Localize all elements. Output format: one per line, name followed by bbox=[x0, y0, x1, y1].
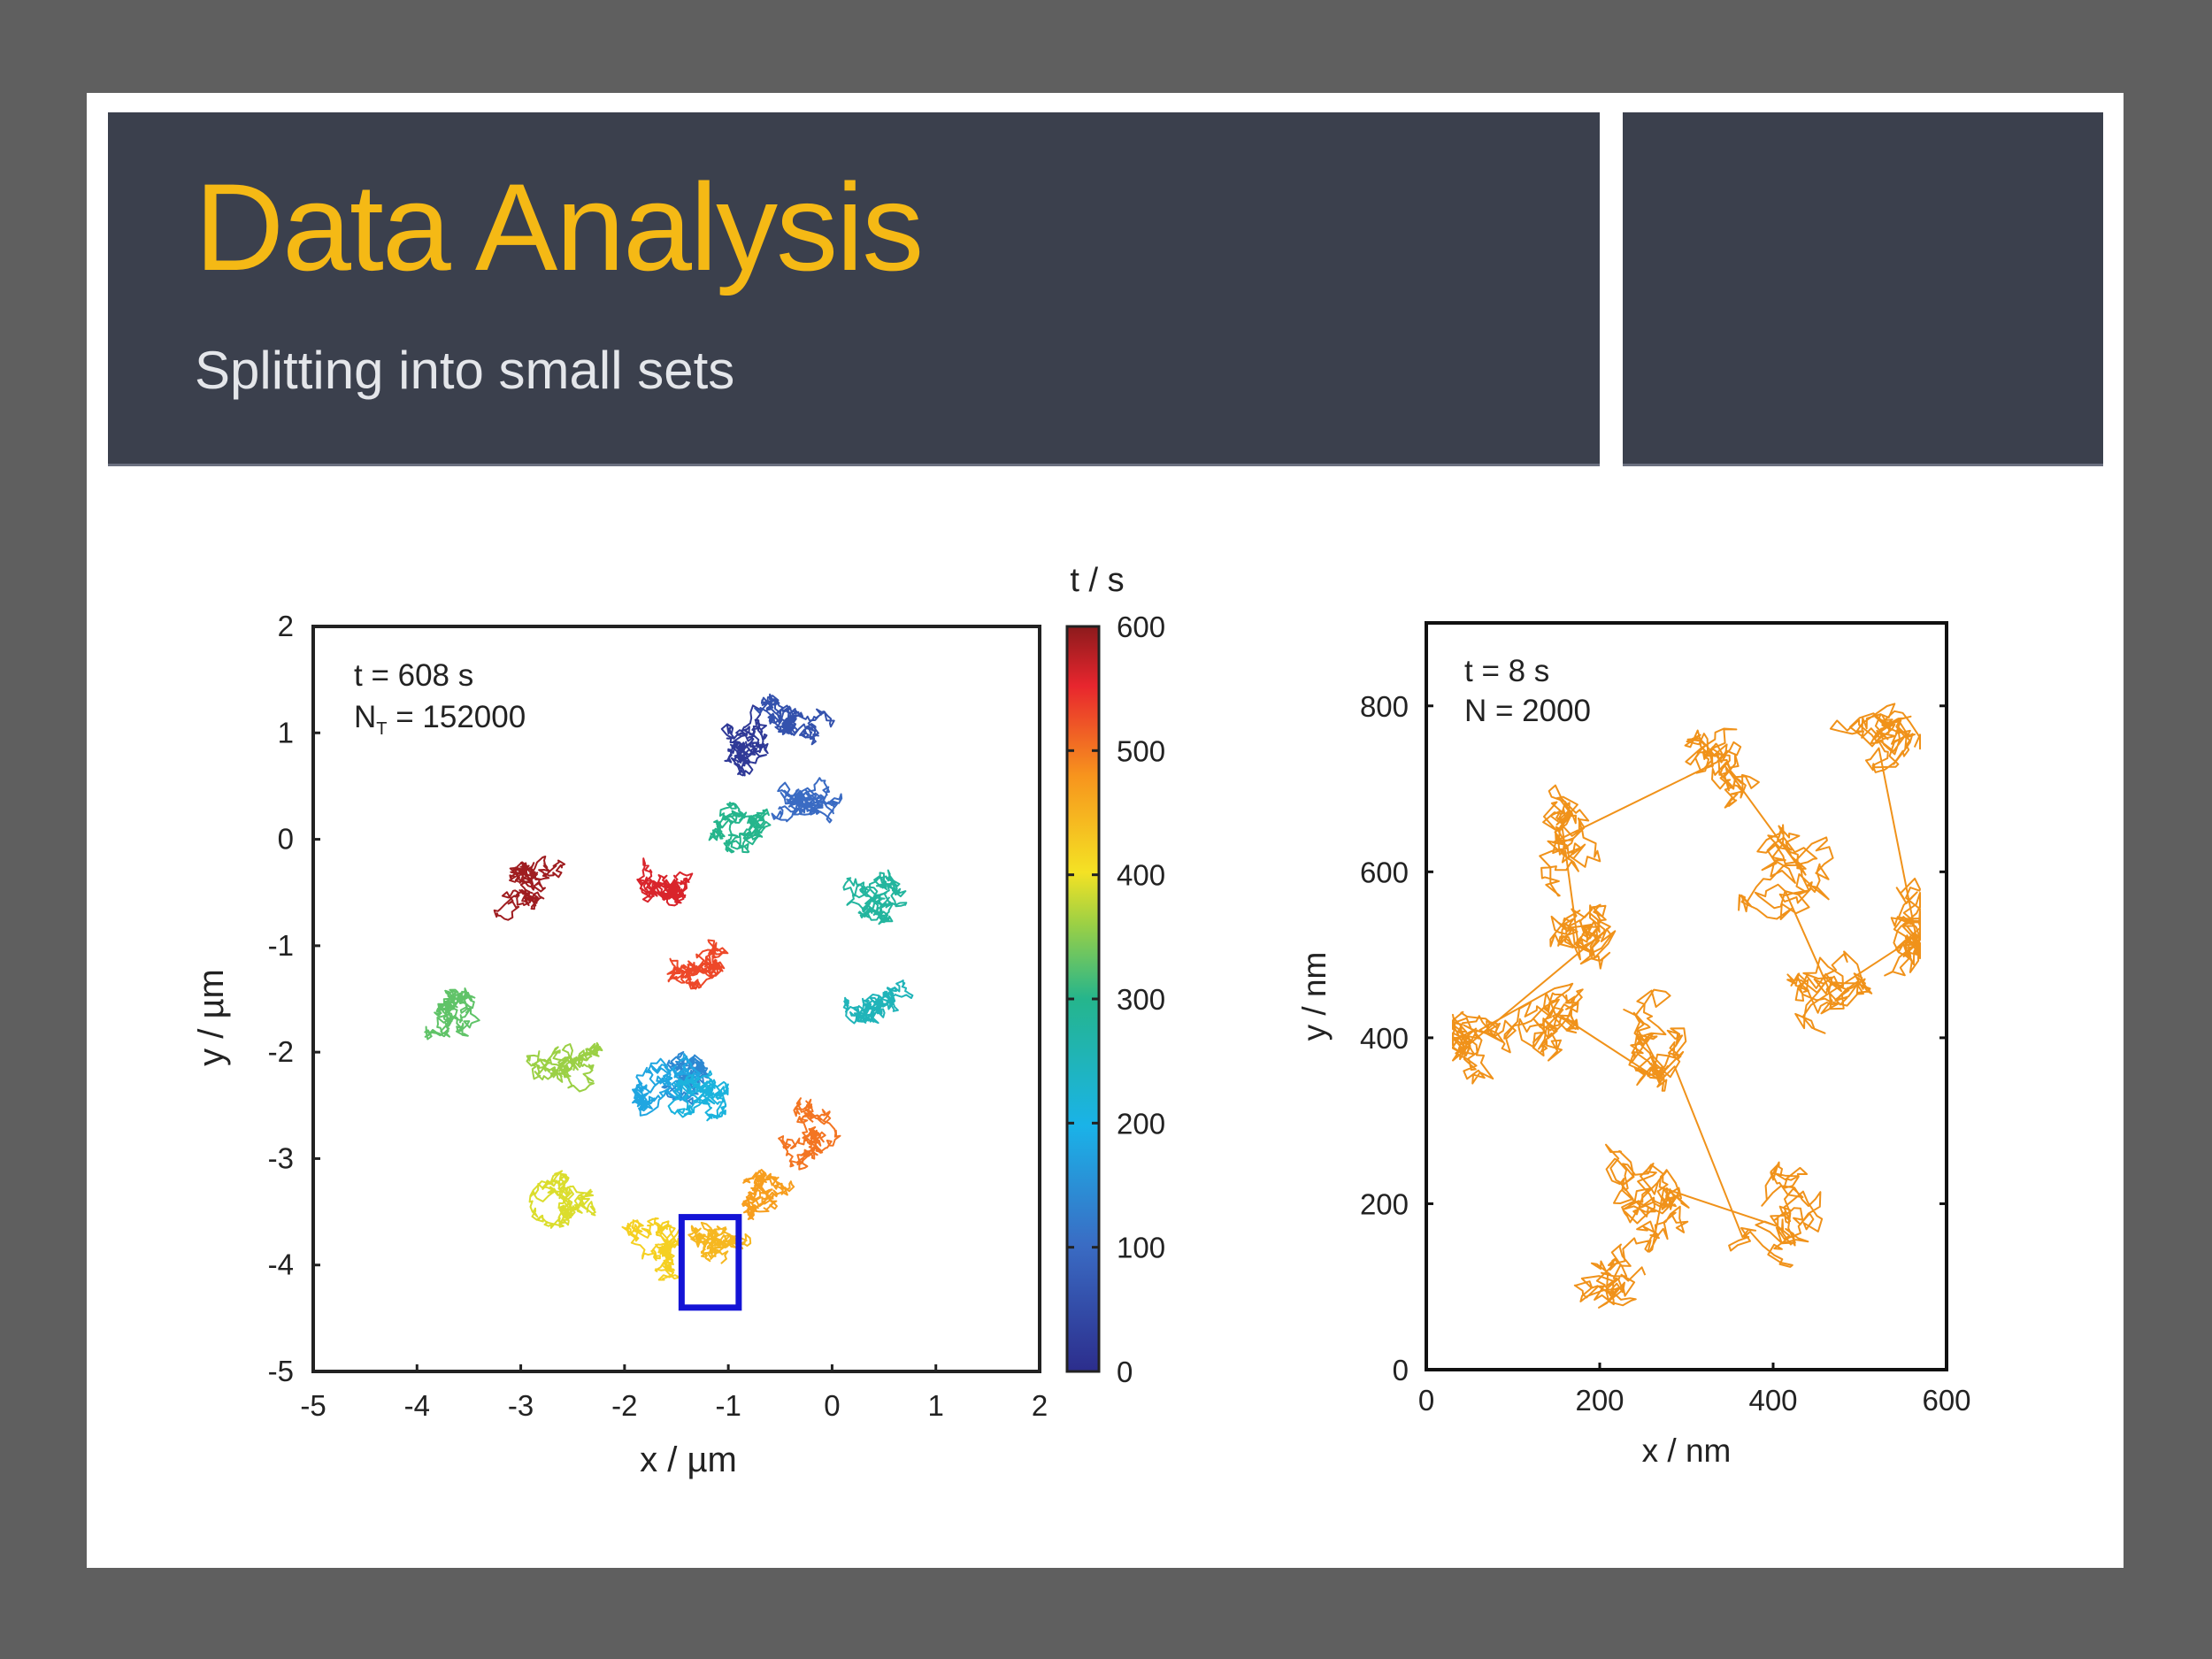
trajectory-segment-12 bbox=[621, 1217, 683, 1281]
x-tick-label: 200 bbox=[1575, 1384, 1624, 1417]
colorbar-tick-label: 400 bbox=[1117, 859, 1165, 892]
trajectory-segment-7 bbox=[842, 869, 908, 926]
x-tick-label: -4 bbox=[404, 1389, 430, 1422]
x-tick-label: 400 bbox=[1748, 1384, 1797, 1417]
x-tick-label: 0 bbox=[1418, 1384, 1434, 1417]
trajectory-segment-8 bbox=[708, 802, 772, 854]
x-tick-label: 2 bbox=[1032, 1389, 1048, 1422]
x-tick-label: -5 bbox=[300, 1389, 326, 1422]
y-tick-label: -3 bbox=[268, 1141, 294, 1174]
colorbar-tick-label: 200 bbox=[1117, 1107, 1165, 1140]
trajectory-traces bbox=[424, 693, 914, 1281]
slide-title: Data Analysis bbox=[195, 157, 924, 296]
axis-ticks: -5 -4 -3 -2 -1 0 1 2 2 1 0 -1 -2 -3 -4 -5 bbox=[268, 610, 1048, 1422]
trajectory-segment-16 bbox=[666, 939, 729, 990]
y-tick-label: -2 bbox=[268, 1035, 294, 1068]
colorbar-tick-label: 500 bbox=[1117, 734, 1165, 767]
x-tick-label: 600 bbox=[1922, 1384, 1970, 1417]
x-tick-label: 1 bbox=[928, 1389, 944, 1422]
y-tick-label: -5 bbox=[268, 1355, 294, 1387]
annotation-count: NT = 152000 bbox=[354, 700, 526, 739]
trajectory-chart-left: -5 -4 -3 -2 -1 0 1 2 2 1 0 -1 -2 -3 -4 -5 t = 608 s NT … bbox=[192, 610, 1048, 1479]
trajectory-segment-6 bbox=[842, 979, 914, 1025]
y-tick-label: 0 bbox=[278, 823, 294, 856]
trajectory-segment-15 bbox=[778, 1097, 841, 1171]
y-tick-label: 600 bbox=[1360, 856, 1409, 888]
colorbar-tick-label: 300 bbox=[1117, 983, 1165, 1016]
trajectory-segment-2 bbox=[771, 777, 843, 824]
y-axis-label: y / µm bbox=[192, 969, 231, 1066]
y-tick-label: -1 bbox=[268, 929, 294, 962]
trajectory-segment-11 bbox=[528, 1170, 596, 1229]
trajectory-segment-14 bbox=[741, 1169, 795, 1220]
x-axis-label: x / nm bbox=[1642, 1432, 1732, 1469]
trajectory-segment-10 bbox=[526, 1041, 603, 1093]
y-tick-label: 800 bbox=[1360, 690, 1409, 723]
y-tick-label: 2 bbox=[278, 610, 294, 642]
plot-frame bbox=[1425, 621, 1948, 1371]
trajectory-segment-0 bbox=[720, 704, 769, 777]
trajectory-zoom-line bbox=[1452, 703, 1921, 1309]
annotation-time: t = 8 s bbox=[1464, 654, 1549, 688]
trajectory-segment-17 bbox=[636, 857, 694, 907]
y-tick-label: 200 bbox=[1360, 1187, 1409, 1220]
x-tick-label: 0 bbox=[824, 1389, 840, 1422]
trajectory-trace-zoom bbox=[1452, 703, 1921, 1309]
y-tick-label: -4 bbox=[268, 1248, 294, 1281]
colorbar-tick-label: 100 bbox=[1117, 1232, 1165, 1264]
trajectory-segment-1 bbox=[754, 693, 835, 746]
trajectory-segment-13 bbox=[687, 1221, 752, 1264]
colorbar-label: t / s bbox=[1070, 562, 1124, 599]
trajectory-chart-right: 0 200 400 600 800 600 400 200 0 t = 8 s N = 2000… bbox=[1296, 621, 1971, 1469]
axis-ticks: 0 200 400 600 800 600 400 200 0 bbox=[1360, 690, 1971, 1417]
annotation-time: t = 608 s bbox=[354, 658, 473, 693]
side-header-block bbox=[1623, 112, 2103, 466]
trajectory-segment-4 bbox=[632, 1053, 702, 1117]
colorbar: 600 500 400 300 200 100 0 t / s bbox=[1065, 562, 1165, 1388]
annotation-count: N = 2000 bbox=[1464, 694, 1591, 728]
x-tick-label: -1 bbox=[715, 1389, 741, 1422]
x-axis-label: x / µm bbox=[640, 1440, 737, 1479]
y-tick-label: 0 bbox=[1393, 1354, 1409, 1386]
x-tick-label: -3 bbox=[508, 1389, 534, 1422]
highlight-box bbox=[678, 1214, 742, 1311]
y-tick-label: 1 bbox=[278, 716, 294, 749]
trajectory-segment-9 bbox=[424, 987, 480, 1041]
y-tick-label: 400 bbox=[1360, 1022, 1409, 1055]
slide-subtitle: Splitting into small sets bbox=[195, 341, 735, 400]
trajectory-segment-5 bbox=[667, 1070, 729, 1122]
colorbar-tick-label: 600 bbox=[1117, 611, 1165, 643]
trajectory-segment-18 bbox=[493, 856, 566, 921]
plot-frame bbox=[311, 625, 1041, 1373]
colorbar-tick-label: 0 bbox=[1117, 1356, 1133, 1388]
x-tick-label: -2 bbox=[611, 1389, 637, 1422]
y-axis-label: y / nm bbox=[1296, 952, 1333, 1041]
title-header: Data Analysis Splitting into small sets bbox=[108, 112, 1600, 466]
colorbar-ticks: 600 500 400 300 200 100 0 bbox=[1067, 611, 1165, 1388]
